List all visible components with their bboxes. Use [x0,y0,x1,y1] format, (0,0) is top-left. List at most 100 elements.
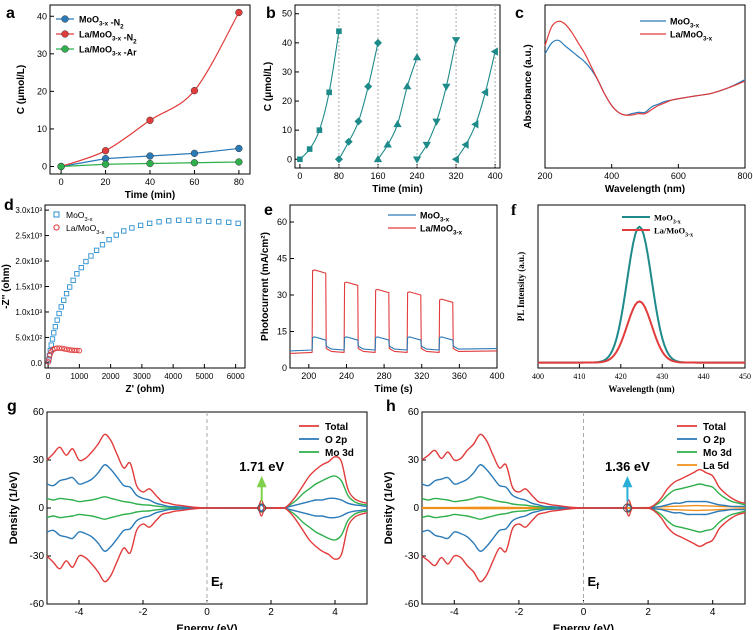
panel-label-g: g [7,398,17,415]
series-line-g-up [46,433,368,510]
legend-label-d: La/MoO3-x [66,223,104,236]
x-tick-label-f: 440 [698,372,710,381]
plot-frame-c [544,4,746,169]
data-point-d [76,347,83,354]
panel-b: 0 80 160 240 320 400 0 10 20 30 40 50 Time (min) C (μ… [263,4,503,195]
x-tick-label-d: 4000 [164,372,182,381]
gap-arrow-head-h [622,476,633,488]
data-point-b [297,156,303,163]
x-tick-label-h: 2 [645,607,651,618]
y-tick-label-d: 3.0x10³ [15,206,42,215]
data-point-d [196,218,202,224]
data-point-b [373,154,383,163]
legend-marker-a [61,15,69,23]
data-point-d [147,220,153,226]
data-point-b [306,146,313,152]
data-point-d [70,277,76,284]
panel-h: -4 -2 0 2 4 -60 -30 0 30 60 Energy (eV) Density (1/… [383,398,746,630]
data-point-d [48,342,54,348]
data-point-b [481,88,489,97]
x-axis-label-c: Wavelength (nm) [605,184,685,195]
x-tick-label-f: 420 [615,372,627,381]
series-line-c [544,39,746,116]
x-tick-label-h: -4 [450,607,459,618]
y-tick-label-h: -60 [405,599,420,610]
x-axis-label-a: Time (min) [125,190,175,201]
y-tick-label-e: 60 [277,217,287,227]
legend-marker-d [53,224,60,231]
data-point-b [461,140,469,149]
y-axis-label-b: C (μmol/L) [263,62,274,111]
x-tick-label-d: 3000 [133,372,151,381]
data-point-d [74,271,80,277]
data-point-b [412,156,422,164]
y-tick-label-b: 30 [282,67,292,77]
legend-label-e: MoO3-x [420,211,450,224]
legend-label-d: MoO3-x [66,210,93,223]
data-point-a [146,152,154,160]
legend-marker-d [53,211,60,218]
x-axis-label-g: Energy (eV) [176,623,237,630]
data-point-d [166,218,172,224]
data-point-b [344,137,353,146]
data-point-b [336,28,342,34]
gap-state-h [622,503,632,513]
data-point-b [364,82,373,91]
x-tick-label-d: 6000 [227,372,245,381]
data-point-b [393,120,402,128]
x-tick-label-c: 800 [737,171,752,181]
data-point-a [146,116,154,124]
panel-c: 200 400 600 800 Wavelength (nm) Absorbance (a… [515,4,753,195]
data-point-b [451,37,461,45]
y-tick-label-d: 5.0x10² [15,333,42,342]
panel-label-f: f [511,202,517,219]
series-line-g-down [46,507,368,552]
data-point-a [235,158,243,166]
y-tick-label-g: 0 [38,503,44,514]
series-line-c [544,20,746,116]
legend-label-h: Mo 3d [703,448,732,459]
x-tick-label-g: -2 [139,607,148,618]
legend-marker-a [61,45,69,53]
x-tick-label-a: 0 [59,177,64,187]
y-tick-label-a: 30 [37,49,47,59]
data-point-b [471,120,479,129]
y-tick-label-a: 10 [37,124,47,134]
x-tick-label-e: 240 [339,371,354,381]
x-tick-label-e: 400 [489,371,504,381]
y-axis-label-a: C (μmol/L) [16,65,27,114]
y-tick-label-d: 0.0 [31,359,43,368]
x-tick-label-d: 2000 [102,372,120,381]
data-point-b [326,89,332,96]
x-tick-label-d: 0 [46,372,51,381]
x-tick-label-h: 0 [581,607,587,618]
data-point-a [101,160,110,168]
legend-label-g: Total [325,422,348,433]
series-line-b [455,51,496,160]
data-point-b [403,82,412,90]
data-point-d [113,232,119,238]
data-point-d [56,310,62,317]
legend-label-a: La/MoO3-x -N2 [79,30,137,46]
series-line-e [289,336,498,352]
y-tick-label-b: 20 [282,96,292,106]
x-tick-label-c: 200 [537,171,552,181]
plot-frame-f [537,204,746,369]
data-point-d [93,247,100,253]
legend-label-a: MoO3-x -N2 [79,15,124,31]
y-tick-label-b: 0 [287,154,292,164]
y-tick-label-d: 1.5x10³ [15,283,42,292]
data-point-b [451,155,459,164]
data-point-d [216,219,222,225]
data-point-d [61,297,67,303]
x-axis-label-b: Time (min) [372,184,422,195]
legend-label-f: MoO3-x [654,213,681,226]
y-tick-label-g: -30 [30,551,45,562]
x-tick-label-e: 320 [414,371,429,381]
x-tick-label-e: 200 [301,371,316,381]
data-point-d [99,242,106,248]
y-tick-label-g: 60 [33,407,45,418]
data-point-a [101,147,110,155]
y-axis-label-c: Absorbance (a.u.) [523,44,534,128]
y-tick-label-e: 30 [277,290,287,300]
